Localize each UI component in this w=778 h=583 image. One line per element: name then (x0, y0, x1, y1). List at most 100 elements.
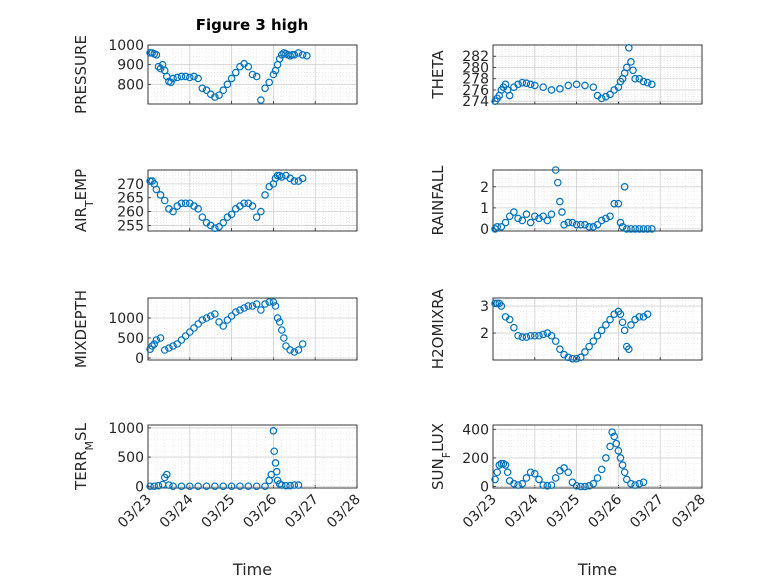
y-tick-label: 0 (480, 480, 489, 496)
data-point (269, 70, 278, 79)
data-point (194, 205, 202, 213)
data-point (165, 481, 173, 489)
data-point (194, 74, 202, 83)
data-point (514, 481, 522, 489)
data-point (503, 468, 512, 477)
y-tick-label: 280 (462, 60, 489, 76)
data-point (543, 216, 552, 225)
data-point (639, 478, 648, 487)
data-point (271, 302, 280, 310)
data-point (160, 196, 169, 205)
data-point (610, 432, 619, 441)
data-point (294, 346, 303, 354)
y-tick-label: 0 (135, 479, 144, 495)
data-point (547, 331, 556, 340)
y-tick-label: 2 (480, 326, 489, 342)
data-point (539, 212, 547, 221)
data-point (219, 218, 228, 227)
data-point (572, 80, 581, 89)
y-tick-label: 265 (117, 191, 144, 207)
subplot-6: 2 3 H2OMIXRA (429, 288, 703, 369)
data-point (186, 73, 194, 82)
data-point (518, 479, 527, 488)
data-point (252, 482, 261, 491)
data-point (206, 312, 215, 320)
data-point (581, 348, 589, 356)
data-point (622, 63, 631, 72)
y-tick-label: 1000 (108, 421, 144, 437)
y-axis-label: AIRTEMP (72, 169, 96, 232)
y-tick-label: 0 (480, 222, 489, 238)
data-point (572, 220, 581, 229)
data-point (564, 81, 573, 90)
data-point (165, 344, 173, 352)
data-point (286, 346, 294, 354)
data-point (510, 323, 518, 332)
data-point (530, 81, 539, 90)
data-point (152, 185, 161, 194)
subplot-1: 800 900 1000 PRESSURE (72, 35, 358, 114)
y-axis-label: H2OMIXRA (429, 288, 447, 369)
y-tick-label: 1000 (108, 311, 144, 327)
data-point (522, 333, 531, 341)
data-point (497, 459, 506, 468)
data-point (505, 91, 514, 100)
axes-background (148, 298, 357, 360)
data-point (593, 474, 602, 482)
data-point (585, 342, 593, 351)
y-tick-label: 500 (117, 331, 144, 347)
data-point (493, 222, 501, 231)
data-point (572, 354, 581, 363)
data-point (505, 212, 514, 221)
data-point (616, 454, 625, 462)
data-point (535, 214, 543, 223)
data-point (553, 178, 562, 187)
data-point (244, 302, 253, 310)
data-point (290, 348, 299, 356)
y-axis-label: SUNFLUX (429, 423, 453, 490)
data-point (602, 454, 610, 462)
data-point (505, 315, 514, 324)
data-point (625, 345, 633, 354)
data-point (265, 78, 274, 87)
figure-title: Figure 3 high (196, 16, 309, 34)
data-point (639, 77, 648, 86)
data-point (643, 225, 652, 233)
y-tick-label: 800 (117, 77, 144, 93)
data-point (163, 470, 171, 479)
data-point (522, 79, 531, 88)
data-point (576, 220, 585, 229)
data-point (530, 469, 539, 478)
data-point (227, 210, 236, 219)
data-point (620, 326, 629, 335)
data-point (526, 331, 535, 340)
data-point (597, 465, 606, 474)
data-point (177, 199, 186, 208)
data-point (620, 183, 629, 191)
data-point (627, 225, 635, 233)
data-point (211, 224, 219, 233)
data-point (556, 85, 564, 93)
data-point (160, 346, 169, 354)
axes-box (492, 169, 703, 232)
data-point (261, 84, 269, 93)
data-point (248, 302, 257, 310)
data-point (518, 78, 527, 87)
data-point (530, 331, 539, 340)
data-point (202, 482, 211, 491)
data-point (581, 81, 589, 90)
axes-box (147, 424, 358, 489)
data-point (223, 80, 232, 89)
data-point (194, 482, 202, 491)
y-tick-label: 260 (117, 205, 144, 221)
data-point (539, 83, 547, 91)
data-point (543, 482, 552, 490)
data-point (556, 345, 564, 354)
y-tick-label: 282 (462, 49, 489, 65)
data-point (639, 225, 648, 233)
data-point (585, 222, 593, 231)
data-point (547, 210, 556, 218)
y-tick-label: 400 (462, 422, 489, 438)
